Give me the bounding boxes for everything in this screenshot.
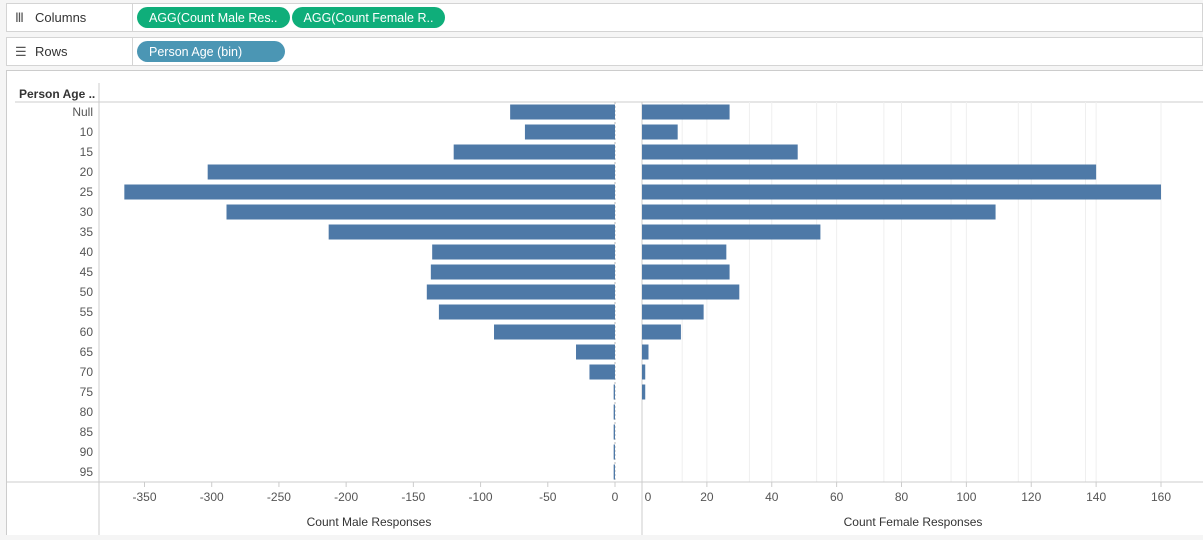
bar-male [124, 184, 615, 200]
row-label: 70 [80, 365, 94, 379]
bar-female [642, 104, 730, 120]
x-tick-label-female: 20 [700, 490, 714, 504]
row-label: 40 [80, 245, 94, 259]
pill-count-male[interactable]: AGG(Count Male Res.. [137, 7, 290, 28]
x-tick-label-male: 0 [612, 490, 619, 504]
x-tick-label-male: -50 [539, 490, 557, 504]
x-tick-label-female: 0 [645, 490, 652, 504]
columns-shelf-label: Ⅲ Columns [7, 4, 133, 31]
bar-male [613, 424, 615, 440]
bar-male [226, 204, 615, 220]
x-tick-label-male: -150 [401, 490, 425, 504]
bar-male [494, 324, 615, 340]
bar-male [207, 164, 615, 180]
bar-female [642, 284, 740, 300]
x-tick-label-male: -100 [469, 490, 493, 504]
x-axis-title-male: Count Male Responses [307, 515, 432, 529]
row-label: 60 [80, 325, 94, 339]
bar-female [642, 264, 730, 280]
x-tick-label-male: -350 [132, 490, 156, 504]
pill-count-female[interactable]: AGG(Count Female R.. [291, 7, 446, 28]
row-label: 65 [80, 345, 94, 359]
row-label: 75 [80, 385, 94, 399]
list-icon: ☰ [15, 43, 27, 59]
x-tick-label-female: 80 [895, 490, 909, 504]
bar-male [328, 224, 615, 240]
x-tick-label-male: -200 [334, 490, 358, 504]
row-label: 50 [80, 285, 94, 299]
row-label: 85 [80, 425, 94, 439]
x-tick-label-female: 160 [1151, 490, 1171, 504]
row-label: 10 [80, 125, 94, 139]
bar-female [642, 184, 1161, 200]
row-label: 25 [80, 185, 94, 199]
bar-female [642, 204, 996, 220]
bar-male [438, 304, 615, 320]
bar-male [432, 244, 615, 260]
bar-female [642, 144, 798, 160]
bar-female [642, 324, 681, 340]
pill-person-age-bin[interactable]: Person Age (bin) [137, 41, 285, 62]
chart-area: Person Age .. Null 10 15 20 25 30 35 40 45 50 55 60 6… [6, 70, 1203, 535]
bar-male [524, 124, 615, 140]
bar-female [642, 164, 1097, 180]
population-pyramid-chart: Person Age .. Null 10 15 20 25 30 35 40 45 50 55 60 6… [7, 83, 1203, 535]
bar-male [589, 364, 615, 380]
row-label: 35 [80, 225, 94, 239]
x-tick-label-female: 60 [830, 490, 844, 504]
row-header: Person Age .. [19, 87, 95, 101]
row-label: 20 [80, 165, 94, 179]
x-tick-label-female: 100 [956, 490, 976, 504]
row-label: 95 [80, 465, 94, 479]
bar-female [642, 384, 646, 400]
x-tick-label-female: 40 [765, 490, 779, 504]
row-label: 90 [80, 445, 94, 459]
bar-male [613, 384, 615, 400]
row-label: 15 [80, 145, 94, 159]
rows-shelf: ☰ Rows Person Age (bin) [6, 37, 1203, 66]
bar-male [613, 444, 615, 460]
rows-label-text: Rows [35, 44, 68, 59]
bar-male [613, 464, 615, 480]
row-label: 45 [80, 265, 94, 279]
bar-female [642, 304, 704, 320]
x-tick-label-female: 120 [1021, 490, 1041, 504]
bar-male [510, 104, 615, 120]
x-axis-title-female: Count Female Responses [844, 515, 983, 529]
columns-shelf: Ⅲ Columns AGG(Count Male Res.. AGG(Count… [6, 3, 1203, 32]
bar-male [576, 344, 615, 360]
bar-male [613, 404, 615, 420]
bar-male [430, 264, 615, 280]
bar-female [642, 124, 678, 140]
columns-icon: Ⅲ [15, 9, 24, 25]
rows-shelf-label: ☰ Rows [7, 38, 133, 65]
bar-female [642, 244, 727, 260]
row-label: 55 [80, 305, 94, 319]
row-label: 80 [80, 405, 94, 419]
columns-label-text: Columns [35, 10, 87, 25]
x-tick-label-male: -300 [200, 490, 224, 504]
bar-female [642, 224, 821, 240]
x-tick-label-female: 140 [1086, 490, 1106, 504]
row-label: Null [72, 105, 93, 119]
bar-male [426, 284, 615, 300]
bar-female [642, 344, 649, 360]
bar-female [642, 364, 646, 380]
bar-male [453, 144, 615, 160]
x-tick-label-male: -250 [267, 490, 291, 504]
row-label: 30 [80, 205, 94, 219]
